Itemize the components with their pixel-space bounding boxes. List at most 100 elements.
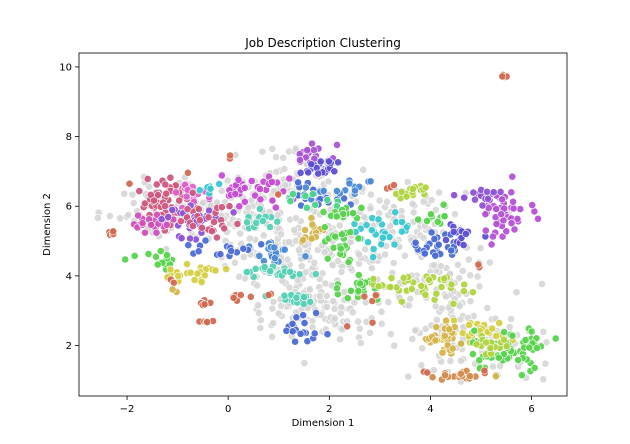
cluster-point [449, 227, 458, 236]
cluster-point [288, 327, 297, 336]
cluster-point [489, 232, 497, 241]
cluster-point [300, 293, 308, 302]
cluster-point [153, 260, 162, 269]
cluster-point [150, 196, 158, 205]
cluster-point [456, 369, 465, 378]
noise-point [475, 282, 484, 291]
outlier-point [246, 292, 255, 301]
noise-point [272, 153, 280, 162]
noise-point [297, 262, 306, 270]
cluster-point [450, 316, 458, 325]
cluster-point [518, 371, 526, 380]
cluster-point [212, 233, 221, 242]
noise-point [442, 292, 450, 301]
cluster-point [357, 203, 366, 212]
cluster-point [432, 323, 441, 331]
cluster-point [311, 270, 320, 278]
outlier-point [200, 300, 209, 309]
cluster-point [390, 240, 399, 249]
cluster-point [366, 177, 375, 186]
outlier-point [236, 291, 245, 299]
cluster-point [166, 265, 175, 274]
cluster-point [183, 205, 192, 214]
noise-point [408, 335, 417, 343]
outlier-point [169, 278, 178, 287]
outlier-point [498, 72, 507, 81]
cluster-point [551, 334, 560, 343]
x-axis: −2 0 2 4 6 [120, 396, 535, 415]
cluster-point [478, 201, 487, 210]
noise-point [336, 335, 344, 344]
cluster-point [494, 353, 503, 362]
noise-point [360, 213, 369, 221]
cluster-point [356, 279, 365, 288]
cluster-point [457, 339, 465, 348]
noise-point [466, 271, 475, 280]
cluster-point [483, 187, 491, 196]
cluster-point [468, 288, 477, 297]
cluster-point [433, 217, 442, 226]
cluster-point [367, 226, 376, 235]
noise-point [473, 272, 482, 281]
cluster-point [492, 331, 501, 340]
cluster-point [301, 183, 310, 192]
noise-point [283, 255, 292, 264]
cluster-point [316, 157, 325, 166]
cluster-point [345, 179, 354, 188]
outlier-point [203, 318, 212, 326]
cluster-point [291, 337, 299, 346]
cluster-point [486, 344, 495, 352]
cluster-point [495, 319, 504, 327]
noise-point [269, 319, 278, 327]
outlier-point [389, 181, 398, 189]
cluster-point [481, 226, 490, 235]
cluster-point [482, 338, 490, 347]
noise-point [315, 292, 324, 301]
noise-point [124, 210, 133, 219]
cluster-point [243, 218, 251, 227]
cluster-point [163, 251, 171, 259]
noise-point [411, 326, 420, 335]
cluster-point [182, 192, 191, 201]
cluster-point [338, 230, 346, 239]
cluster-point [471, 195, 479, 204]
cluster-point [188, 188, 197, 197]
outlier-point [274, 190, 283, 199]
noise-point [375, 196, 384, 205]
cluster-point [369, 245, 378, 253]
noise-point [236, 229, 245, 238]
cluster-point [492, 220, 501, 228]
noise-point [430, 261, 439, 270]
cluster-point [497, 210, 506, 219]
cluster-point [143, 174, 152, 183]
cluster-point [273, 217, 282, 226]
noise-point [324, 177, 333, 186]
noise-point [405, 301, 413, 310]
cluster-point [270, 254, 279, 263]
noise-point [361, 245, 370, 254]
noise-point [366, 190, 375, 199]
cluster-point [432, 289, 441, 298]
cluster-point [280, 291, 289, 300]
outlier-point [368, 318, 377, 327]
cluster-point [296, 168, 305, 177]
y-tick-label: 4 [66, 271, 72, 282]
cluster-point [271, 203, 280, 212]
noise-point [359, 165, 368, 174]
cluster-point [425, 275, 433, 284]
noise-point [383, 197, 391, 206]
cluster-point [234, 175, 243, 184]
cluster-point [189, 222, 197, 230]
noise-point [466, 297, 475, 306]
cluster-point [157, 215, 166, 224]
cluster-point [152, 228, 161, 237]
cluster-point [260, 262, 269, 271]
noise-point [253, 281, 262, 290]
cluster-point [420, 249, 429, 258]
cluster-point [162, 189, 171, 198]
noise-point [406, 294, 415, 303]
noise-point [512, 288, 521, 297]
cluster-point [193, 269, 202, 278]
cluster-point [332, 212, 341, 221]
noise-point [539, 327, 548, 336]
